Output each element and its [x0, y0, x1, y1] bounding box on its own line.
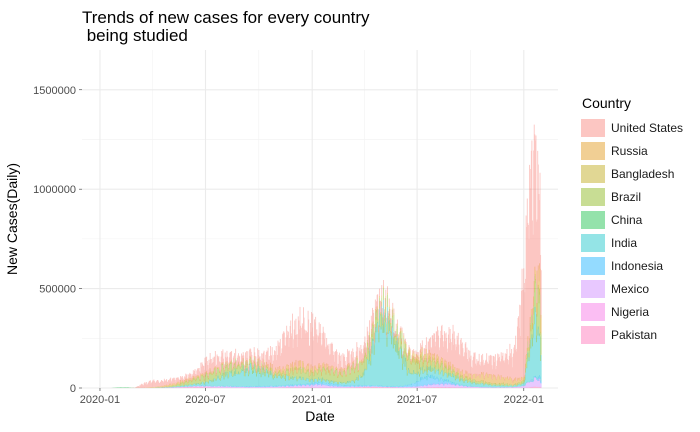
y-tick-label: 1500000	[33, 85, 76, 97]
legend-key-mexico	[581, 280, 605, 298]
legend-key-nigeria	[581, 303, 605, 321]
chart-title-line-1: Trends of new cases for every country	[82, 8, 370, 27]
legend-key-indonesia	[581, 257, 605, 275]
legend-item-russia: Russia	[581, 141, 700, 161]
legend-label: Pakistan	[611, 328, 658, 342]
y-tick-label: 500000	[39, 284, 76, 296]
legend-label: China	[611, 213, 643, 227]
legend-label: Indonesia	[611, 259, 664, 273]
legend-label: Bangladesh	[611, 167, 675, 181]
x-tick-label: 2020-07	[185, 394, 225, 406]
series-china	[111, 387, 139, 388]
legend-item-nigeria: Nigeria	[581, 302, 700, 322]
legend-key-china	[581, 211, 605, 229]
legend-item-bangladesh: Bangladesh	[581, 164, 700, 184]
legend-key-united-states	[581, 119, 605, 137]
legend-item-mexico: Mexico	[581, 279, 700, 299]
legend-label: Mexico	[611, 282, 650, 296]
legend-item-india: India	[581, 233, 700, 253]
y-tick-label: 1000000	[33, 184, 76, 196]
legend-item-brazil: Brazil	[581, 187, 700, 207]
legend-key-bangladesh	[581, 165, 605, 183]
legend-key-brazil	[581, 188, 605, 206]
series-bangladesh	[159, 273, 542, 388]
series-nigeria	[170, 386, 539, 388]
legend-key-pakistan	[581, 326, 605, 344]
x-tick-label: 2020-01	[80, 394, 120, 406]
x-axis-label: Date	[305, 408, 335, 424]
series-united-states	[127, 124, 542, 388]
chart-title-line-2: being studied	[82, 26, 188, 45]
series-pakistan	[152, 386, 542, 388]
legend-title: Country	[582, 95, 632, 111]
series-indonesia	[156, 374, 542, 388]
legend-label: Nigeria	[611, 305, 650, 319]
legend-key-india	[581, 234, 605, 252]
series-russia	[143, 263, 542, 388]
y-tick-label: 0	[70, 383, 76, 395]
series-mexico	[155, 376, 542, 388]
legend-label: Russia	[611, 144, 648, 158]
legend-item-china: China	[581, 210, 700, 230]
legend-label: India	[611, 236, 638, 250]
legend-key-russia	[581, 142, 605, 160]
legend-label: Brazil	[611, 190, 642, 204]
x-tick-label: 2022-01	[504, 394, 544, 406]
y-axis-label: New Cases(Daily)	[4, 163, 20, 275]
x-tick-label: 2021-01	[292, 394, 332, 406]
series-brazil	[147, 275, 542, 388]
legend-item-pakistan: Pakistan	[581, 325, 700, 345]
legend-item-indonesia: Indonesia	[581, 256, 700, 276]
x-tick-label: 2021-07	[397, 394, 437, 406]
legend-item-united-states: United States	[581, 118, 700, 138]
legend-label: United States	[611, 121, 684, 135]
series-india	[153, 300, 542, 388]
